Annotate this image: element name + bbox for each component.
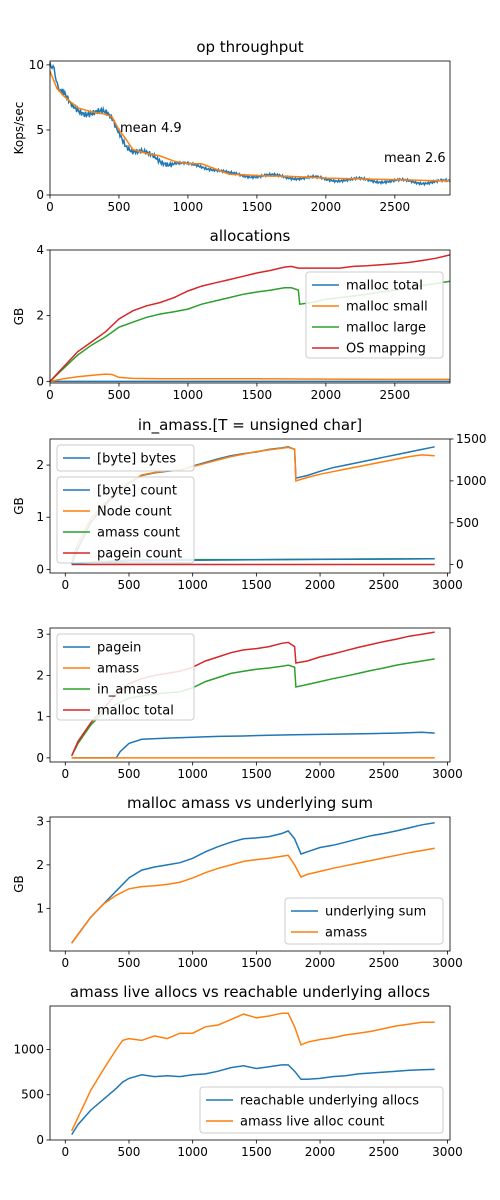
series-line <box>50 63 450 185</box>
x-tick-label: 2500 <box>368 1145 399 1159</box>
x-tick-label: 500 <box>118 578 141 592</box>
x-tick-label: 0 <box>61 956 69 970</box>
x-tick-label: 3000 <box>432 956 463 970</box>
x-tick-label: 1500 <box>242 388 273 402</box>
x-tick-label: 2500 <box>368 956 399 970</box>
series-line <box>50 374 450 381</box>
x-tick-label: 3000 <box>432 578 463 592</box>
legend-label: Node count <box>97 505 172 520</box>
x-tick-label: 2000 <box>311 388 342 402</box>
legend-label: underlying sum <box>325 905 426 920</box>
annotation-label: mean 4.9 <box>120 121 182 136</box>
y-tick-label: 3 <box>36 814 44 828</box>
y2-tick-label: 500 <box>456 516 479 530</box>
chart-title: allocations <box>210 227 291 245</box>
y-tick-label: 1 <box>36 710 44 724</box>
x-tick-label: 500 <box>118 956 141 970</box>
y-tick-label: 4 <box>36 243 44 257</box>
y-tick-label: 1 <box>36 901 44 915</box>
y2-tick-label: 1000 <box>456 474 487 488</box>
legend-label: pagein count <box>97 547 182 562</box>
y-tick-label: 3 <box>36 627 44 641</box>
chart-title: amass live allocs vs reachable underlyin… <box>70 983 430 1001</box>
legend-label: [byte] bytes <box>97 452 176 467</box>
chart-title: malloc amass vs underlying sum <box>127 794 373 812</box>
x-tick-label: 1000 <box>173 200 204 214</box>
x-tick-label: 500 <box>118 1145 141 1159</box>
legend-label: malloc total <box>346 279 423 294</box>
legend-label: OS mapping <box>346 342 426 357</box>
chart-title: in_amass.[T = unsigned char] <box>138 416 362 435</box>
x-tick-label: 2500 <box>368 767 399 781</box>
y-tick-label: 0 <box>36 562 44 576</box>
x-tick-label: 2000 <box>305 767 336 781</box>
legend-label: malloc total <box>97 704 174 719</box>
y2-tick-label: 0 <box>456 558 464 572</box>
y-tick-label: 1000 <box>13 1042 44 1056</box>
x-tick-label: 2500 <box>368 578 399 592</box>
legend-label: amass count <box>97 526 180 541</box>
y-tick-label: 0 <box>36 188 44 202</box>
y-tick-label: 5 <box>36 123 44 137</box>
y-tick-label: 1 <box>36 510 44 524</box>
x-tick-label: 2500 <box>380 388 411 402</box>
x-tick-label: 500 <box>108 200 131 214</box>
legend-label: reachable underlying allocs <box>240 1094 419 1109</box>
x-tick-label: 1500 <box>241 578 272 592</box>
x-tick-label: 2000 <box>311 200 342 214</box>
x-tick-label: 1000 <box>177 956 208 970</box>
legend-label: [byte] count <box>97 484 177 499</box>
x-tick-label: 3000 <box>432 1145 463 1159</box>
y-tick-label: 0 <box>36 374 44 388</box>
legend-label: pagein <box>97 641 141 656</box>
y-axis-label: GB <box>12 875 26 893</box>
x-tick-label: 1000 <box>177 767 208 781</box>
y-tick-label: 500 <box>21 1088 44 1102</box>
x-tick-label: 1500 <box>241 956 272 970</box>
x-tick-label: 500 <box>108 388 131 402</box>
x-tick-label: 0 <box>46 388 54 402</box>
y-axis-label: GB <box>12 497 26 515</box>
x-tick-label: 2500 <box>380 200 411 214</box>
y-axis-label: GB <box>12 308 26 326</box>
y2-tick-label: 1500 <box>456 432 487 446</box>
x-tick-label: 2000 <box>305 956 336 970</box>
x-tick-label: 1000 <box>177 1145 208 1159</box>
x-tick-label: 1000 <box>177 578 208 592</box>
x-tick-label: 1500 <box>241 767 272 781</box>
y-tick-label: 2 <box>36 668 44 682</box>
series-line <box>72 732 435 758</box>
y-tick-label: 10 <box>29 58 44 72</box>
annotation-label: mean 2.6 <box>384 151 446 166</box>
x-tick-label: 0 <box>61 578 69 592</box>
y-tick-label: 2 <box>36 309 44 323</box>
x-tick-label: 0 <box>61 1145 69 1159</box>
legend-label: amass live alloc count <box>240 1115 384 1130</box>
y-axis-label: Kops/sec <box>12 102 26 155</box>
x-tick-label: 1500 <box>242 200 273 214</box>
legend-label: amass <box>97 662 139 677</box>
x-tick-label: 1500 <box>241 1145 272 1159</box>
x-tick-label: 2000 <box>305 578 336 592</box>
legend-label: malloc small <box>346 300 428 315</box>
x-tick-label: 500 <box>118 767 141 781</box>
y-tick-label: 2 <box>36 858 44 872</box>
chart-title: op throughput <box>196 38 303 56</box>
legend-label: malloc large <box>346 321 426 336</box>
y-tick-label: 0 <box>36 1133 44 1147</box>
y-tick-label: 2 <box>36 458 44 472</box>
legend-label: amass <box>325 926 367 941</box>
y-tick-label: 0 <box>36 751 44 765</box>
x-tick-label: 2000 <box>305 1145 336 1159</box>
legend-label: in_amass <box>97 683 158 698</box>
x-tick-label: 1000 <box>173 388 204 402</box>
x-tick-label: 0 <box>46 200 54 214</box>
x-tick-label: 3000 <box>432 767 463 781</box>
x-tick-label: 0 <box>61 767 69 781</box>
